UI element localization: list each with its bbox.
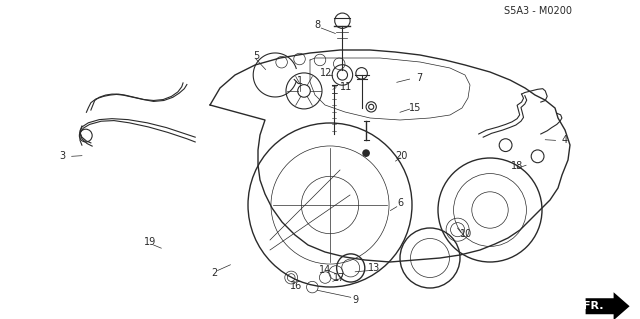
Text: S5A3 - M0200: S5A3 - M0200 [504,6,572,16]
Text: 14: 14 [319,264,332,275]
Text: 3: 3 [60,151,66,161]
Text: 19: 19 [144,237,157,248]
Text: 8: 8 [314,20,321,30]
Text: 7: 7 [416,73,422,83]
Text: 10: 10 [460,229,472,240]
Text: 16: 16 [289,280,302,291]
Text: 6: 6 [397,197,403,208]
Text: 20: 20 [396,151,408,161]
Text: FR.: FR. [583,301,604,311]
Text: 4: 4 [561,135,568,145]
Text: 11: 11 [339,82,352,92]
Text: 17: 17 [333,272,346,283]
Text: 15: 15 [408,103,421,113]
Text: 2: 2 [211,268,218,278]
Text: 12: 12 [320,68,333,78]
Text: 9: 9 [353,295,359,305]
Polygon shape [586,292,630,319]
Circle shape [362,149,370,157]
Text: 1: 1 [296,76,303,86]
Text: 13: 13 [368,263,381,273]
Text: 18: 18 [511,161,524,171]
Text: 5: 5 [253,51,259,61]
